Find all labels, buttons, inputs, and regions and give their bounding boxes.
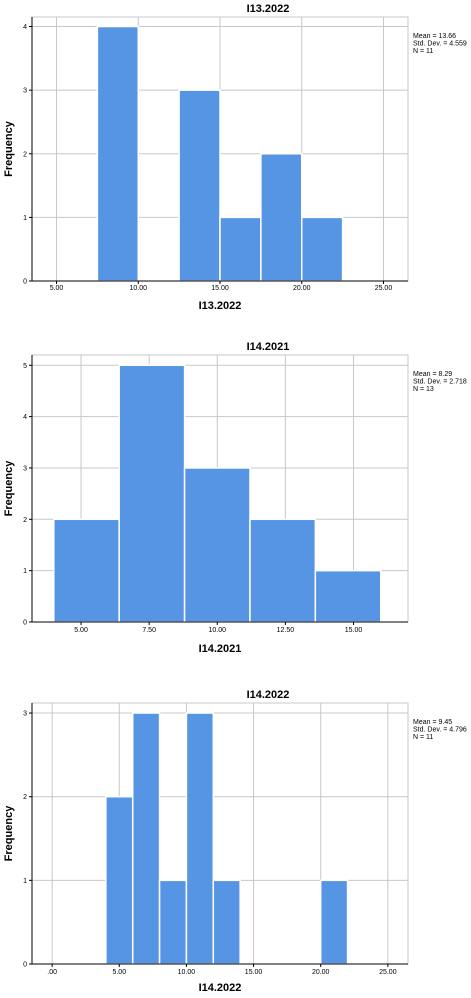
y-axis-label: Frequency [3,120,15,177]
x-tick-label: 5.00 [50,285,64,292]
histogram-bar [118,364,186,623]
y-tick-label: 2 [23,151,27,158]
histogram-bar [96,25,140,282]
histogram-bar [300,216,344,282]
x-tick-label: 25.00 [379,969,397,976]
y-tick-label: 1 [23,215,27,222]
chart-title: I13.2022 [247,3,290,15]
histogram-bar [178,89,221,282]
y-axis-label: Frequency [3,805,15,862]
x-tick-label: 20.00 [293,285,311,292]
histogram-svg: 5.00 7.50 10.00 12.50 15.00 0 1 2 3 4 5 I14.2021 I14… [3,341,467,655]
y-tick-label: 5 [23,363,27,370]
histogram-bar [131,712,161,965]
y-tick-label: 3 [23,465,27,472]
y-tick-label: 1 [23,568,27,575]
x-tick-label: 7.50 [142,627,156,634]
histogram-i14-2021: 5.00 7.50 10.00 12.50 15.00 0 1 2 3 4 5 I14.2021 I14… [0,338,471,666]
stat-mean: Mean = 9.45 [413,719,452,726]
x-tick-label: 15.00 [245,969,263,976]
x-tick-label: 10.00 [209,627,227,634]
x-tick-label: 12.50 [277,627,295,634]
x-tick-label: .00 [47,969,57,976]
histogram-bar [319,879,349,965]
chart-title: I14.2021 [247,341,290,353]
histogram-bar [158,879,188,965]
y-tick-label: 0 [23,620,27,627]
histogram-bar [185,712,215,965]
x-tick-label: 5.00 [74,627,88,634]
stat-std-dev: Std. Dev. = 4.796 [413,727,467,734]
y-tick-label: 4 [23,24,27,31]
histogram-bar [314,569,382,623]
histogram-bar [249,518,317,623]
y-tick-label: 3 [23,88,27,95]
x-axis-label: I13.2022 [199,300,242,312]
stat-std-dev: Std. Dev. = 2.718 [413,379,467,386]
x-tick-label: 15.00 [211,285,229,292]
chart-title: I14.2022 [247,689,290,701]
histogram-bar [105,795,134,965]
histogram-bar [53,518,120,623]
histogram-bar [219,216,262,282]
x-axis-label: I14.2022 [199,982,242,994]
histogram-i14-2022: .00 5.00 10.00 15.00 20.00 25.00 0 1 2 3 I14.2022 I… [0,686,471,998]
stat-mean: Mean = 8.29 [413,371,452,378]
histogram-bar [183,467,251,623]
stat-std-dev: Std. Dev. = 4.559 [413,41,467,48]
y-tick-label: 3 [23,711,27,718]
stat-n: N = 13 [413,386,434,393]
histogram-bar [260,153,303,282]
x-tick-label: 25.00 [375,285,393,292]
x-axis-label: I14.2021 [199,643,242,655]
y-tick-label: 1 [23,878,27,885]
histogram-svg: 5.00 10.00 15.00 20.00 25.00 0 1 2 3 4 I13.2022 I13… [3,3,467,312]
stat-n: N = 11 [413,48,433,55]
histogram-svg: .00 5.00 10.00 15.00 20.00 25.00 0 1 2 3 I14.2022 I… [3,689,467,994]
stat-n: N = 11 [413,734,433,741]
stat-mean: Mean = 13.66 [413,33,456,40]
x-tick-label: 10.00 [178,969,196,976]
histogram-bar [212,879,241,965]
x-tick-label: 20.00 [312,969,330,976]
y-tick-label: 0 [23,962,27,969]
x-tick-label: 15.00 [345,627,363,634]
y-axis-label: Frequency [3,460,15,517]
y-tick-label: 2 [23,794,27,801]
y-tick-label: 2 [23,517,27,524]
y-tick-label: 0 [23,279,27,286]
y-tick-label: 4 [23,414,27,421]
x-tick-label: 5.00 [112,969,126,976]
histogram-i13-2022: 5.00 10.00 15.00 20.00 25.00 0 1 2 3 4 I13.2022 I13… [0,0,471,330]
x-tick-label: 10.00 [129,285,147,292]
